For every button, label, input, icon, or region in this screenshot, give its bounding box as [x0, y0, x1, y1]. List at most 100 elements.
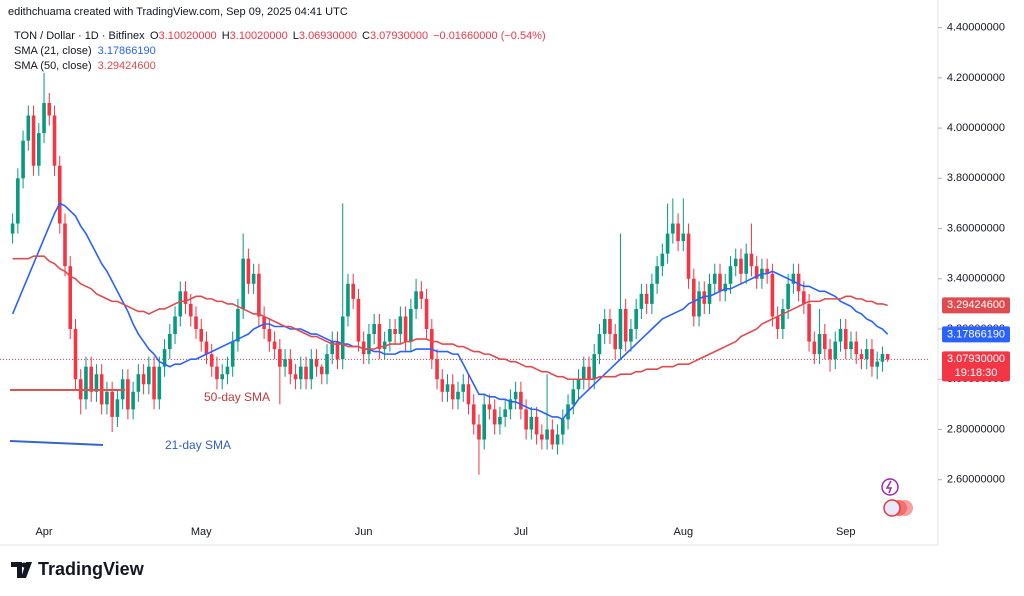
candle-body: [697, 291, 701, 317]
candle-body: [461, 384, 466, 392]
candle-body: [618, 308, 623, 350]
candle-body: [225, 366, 230, 375]
candle-body: [650, 283, 654, 304]
candle-body: [482, 404, 486, 440]
quote-key: C: [362, 30, 370, 42]
candle-body: [692, 278, 696, 317]
candle-body: [424, 298, 429, 330]
candle-body: [602, 318, 607, 335]
candle-body: [141, 374, 146, 385]
candle-body: [859, 354, 864, 360]
candle-body: [340, 316, 345, 360]
candle-body: [754, 266, 759, 279]
candle-body: [241, 258, 245, 309]
candle-body: [194, 316, 198, 330]
quote-value: 3.07930000: [370, 30, 428, 42]
legend-value: 3.29424600: [98, 60, 156, 72]
candle-body: [702, 291, 707, 304]
candle-body: [723, 283, 728, 292]
candle-body: [796, 273, 801, 292]
quote-value: 3.10020000: [230, 30, 288, 42]
candle-body: [471, 404, 476, 425]
candle-body: [131, 391, 135, 410]
icon: [881, 478, 899, 496]
x-tick-label: May: [191, 526, 212, 538]
candle-body: [230, 341, 235, 367]
candle-body: [126, 379, 130, 410]
candle-body: [639, 293, 644, 309]
candle-body: [325, 354, 329, 375]
candle-body: [414, 291, 418, 309]
candle-body: [540, 434, 544, 440]
candle-body: [728, 266, 733, 284]
x-tick-label: Jun: [355, 526, 373, 538]
sma-price-box: [942, 297, 1010, 314]
y-tick-label: 4.20000000: [947, 72, 1005, 84]
candle-body: [293, 374, 298, 380]
candle-body: [828, 349, 832, 360]
candle-body: [807, 303, 811, 342]
candle-body: [503, 409, 507, 417]
candle-body: [864, 349, 869, 360]
candle-body: [608, 318, 612, 335]
candle-body: [440, 379, 445, 392]
candle-body: [26, 115, 31, 141]
candle-body: [409, 308, 413, 342]
candle-body: [733, 258, 738, 267]
candle-body: [16, 178, 20, 224]
candle-body: [204, 341, 209, 355]
candle-body: [581, 366, 586, 380]
candle-body: [450, 384, 455, 400]
candle-body: [178, 291, 183, 317]
candle-body: [676, 223, 680, 242]
candle-body: [833, 341, 838, 360]
x-tick-label: Aug: [674, 526, 694, 538]
candle-body: [576, 379, 581, 390]
candle-body: [220, 374, 224, 380]
candle-body: [319, 366, 324, 375]
quote-key: O: [150, 30, 159, 42]
candle-body: [681, 233, 686, 242]
candle-body: [765, 268, 769, 274]
y-tick-label: 3.60000000: [947, 222, 1005, 234]
legend-entry: SMA (50, close) 3.29424600: [14, 60, 156, 72]
x-tick-label: Apr: [35, 526, 52, 538]
candle-body: [94, 374, 99, 392]
quote-value: 3.06930000: [299, 30, 357, 42]
candle-body: [162, 349, 167, 367]
candle-body: [246, 258, 251, 284]
candle-body: [597, 334, 602, 355]
candle-body: [739, 258, 743, 274]
candle-body: [430, 329, 434, 360]
icon: [885, 480, 893, 494]
candle-body: [880, 354, 885, 362]
candle-body: [199, 329, 204, 342]
credit: edithchuama created with TradingView.com…: [8, 6, 348, 18]
candle-body: [89, 366, 93, 392]
candle-body: [854, 341, 859, 355]
y-tick-label: 3.80000000: [947, 172, 1005, 184]
icon: [883, 499, 901, 517]
candle-body: [545, 429, 549, 440]
y-tick-label: 3.40000000: [947, 273, 1005, 285]
candle-body: [718, 273, 722, 292]
candle-body: [555, 434, 560, 445]
annotation: 50-day SMA: [204, 390, 270, 404]
candle-body: [52, 115, 57, 166]
y-tick-label: 4.00000000: [947, 122, 1005, 134]
candle-body: [356, 298, 361, 342]
sma-line: [12, 255, 888, 381]
candle-body: [147, 366, 151, 385]
y-tick-label: 2.80000000: [947, 423, 1005, 435]
candle-body: [152, 366, 156, 400]
candle-body: [786, 283, 790, 309]
candle-body: [791, 273, 796, 284]
symbol: TON / Dollar · 1D · Bitfinex: [14, 30, 145, 42]
sma-price-label: 3.17866190: [947, 328, 1005, 340]
candle-body: [587, 366, 591, 380]
sma-price-box: [942, 326, 1010, 343]
candle-body: [105, 391, 109, 405]
annotation-line: [9, 440, 104, 446]
legend-name: SMA (21, close): [14, 45, 92, 57]
